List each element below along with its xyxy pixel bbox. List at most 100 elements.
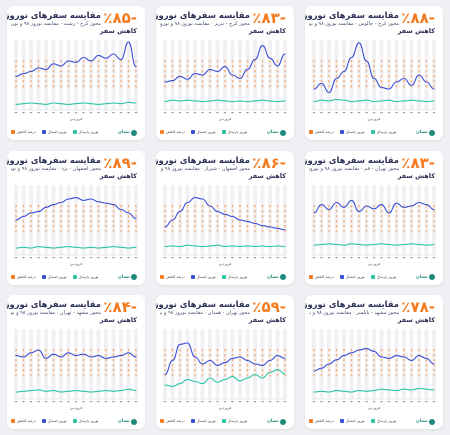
drop-dash bbox=[171, 369, 174, 372]
drop-dash bbox=[120, 75, 122, 78]
drop-dash bbox=[179, 359, 181, 362]
drop-dash bbox=[90, 80, 92, 83]
drop-dash bbox=[127, 354, 130, 357]
drop-dash bbox=[284, 75, 286, 78]
drop-dash bbox=[224, 359, 226, 362]
legend-label: نوروز پارسال bbox=[78, 130, 99, 134]
logo-text: نشان bbox=[416, 130, 428, 135]
drop-dash bbox=[418, 229, 420, 232]
drop-dash bbox=[52, 214, 55, 217]
drop-dash bbox=[201, 219, 204, 222]
drop-dash bbox=[261, 349, 264, 352]
drop-dash bbox=[164, 70, 166, 73]
drop-dash bbox=[97, 209, 100, 212]
drop-dash bbox=[90, 354, 92, 357]
drop-dash bbox=[60, 219, 62, 222]
infographic-grid: ٪۸۵- مقایسه سفرهای نوروزی محور کرج - رشت… bbox=[7, 6, 443, 429]
drop-dash bbox=[261, 374, 264, 377]
drop-dash bbox=[343, 364, 345, 367]
drop-dash bbox=[246, 80, 249, 83]
drop-dash bbox=[37, 229, 40, 232]
legend-item: درصد کاهش bbox=[11, 130, 36, 134]
drop-label: کاهش سفر bbox=[248, 316, 286, 324]
nashan-logo-icon: نشان bbox=[416, 128, 438, 137]
drop-dash bbox=[60, 349, 62, 352]
drop-dash bbox=[112, 229, 115, 232]
drop-dash bbox=[320, 60, 323, 63]
legend-swatch bbox=[72, 419, 77, 423]
legend: درصد کاهش نوروز امسال نوروز پارسال bbox=[11, 417, 121, 425]
drop-dash bbox=[30, 349, 32, 352]
drop-dash bbox=[224, 85, 226, 88]
drop-dash bbox=[269, 224, 271, 227]
drop-dash bbox=[82, 364, 85, 367]
drop-dash bbox=[30, 204, 32, 207]
drop-dash bbox=[313, 359, 315, 362]
drop-dash bbox=[335, 224, 338, 227]
drop-dash bbox=[37, 60, 40, 63]
logo-text: نشان bbox=[416, 274, 428, 280]
drop-dash bbox=[433, 219, 435, 222]
logo-text: نشان bbox=[267, 419, 279, 424]
drop-dash bbox=[246, 85, 249, 88]
drop-dash bbox=[246, 70, 249, 73]
drop-dash bbox=[269, 80, 271, 83]
drop-dash bbox=[15, 219, 17, 222]
drop-dash bbox=[164, 80, 166, 83]
series-line-last-year bbox=[313, 42, 435, 94]
x-tick bbox=[312, 401, 316, 403]
drop-dash bbox=[254, 65, 256, 68]
drop-dash bbox=[433, 209, 435, 212]
drop-dash bbox=[22, 354, 25, 357]
x-tick bbox=[253, 256, 257, 258]
drop-dash bbox=[171, 70, 174, 73]
legend-swatch bbox=[190, 274, 195, 279]
drop-dash bbox=[269, 85, 271, 88]
drop-dash bbox=[37, 374, 40, 377]
drop-dash bbox=[425, 60, 428, 63]
drop-dash bbox=[209, 209, 211, 212]
drop-dash bbox=[209, 219, 211, 222]
x-tick bbox=[171, 256, 174, 258]
drop-dash bbox=[395, 80, 398, 83]
drop-dash bbox=[373, 75, 375, 78]
drop-dash bbox=[201, 224, 204, 227]
drop-dash bbox=[37, 70, 40, 73]
drop-dash bbox=[284, 349, 286, 352]
legend: درصد کاهش نوروز امسال نوروز پارسال bbox=[160, 128, 270, 136]
legend: درصد کاهش نوروز امسال نوروز پارسال bbox=[11, 128, 121, 136]
drop-dash bbox=[45, 224, 47, 227]
drop-dash bbox=[171, 65, 174, 68]
drop-dash bbox=[335, 75, 338, 78]
drop-dash bbox=[395, 229, 398, 232]
drop-dash bbox=[186, 224, 189, 227]
drop-dash bbox=[179, 60, 181, 63]
drop-dash bbox=[276, 359, 279, 362]
drop-dash bbox=[52, 359, 55, 362]
drop-dash bbox=[186, 85, 189, 88]
chart-title: مقایسه سفرهای نوروزی bbox=[156, 154, 250, 165]
legend-item: نوروز پارسال bbox=[370, 419, 397, 423]
series-line-this-year bbox=[313, 387, 435, 393]
drop-dash bbox=[276, 364, 279, 367]
drop-label: کاهش سفر bbox=[397, 316, 435, 324]
drop-dash bbox=[350, 354, 353, 357]
drop-dash bbox=[209, 60, 211, 63]
drop-dash bbox=[52, 70, 55, 73]
x-tick bbox=[395, 401, 398, 403]
drop-dash bbox=[45, 349, 47, 352]
drop-dash bbox=[82, 75, 85, 78]
x-tick bbox=[52, 256, 55, 258]
drop-dash bbox=[201, 354, 204, 357]
nashan-logo-icon: نشان bbox=[118, 273, 140, 282]
drop-dash bbox=[82, 229, 85, 232]
x-tick bbox=[372, 401, 376, 403]
drop-dash bbox=[284, 359, 286, 362]
drop-dash bbox=[224, 369, 226, 372]
drop-dash bbox=[75, 224, 77, 227]
drop-dash bbox=[127, 75, 130, 78]
drop-dash bbox=[358, 364, 360, 367]
drop-dash bbox=[343, 219, 345, 222]
drop-dash bbox=[90, 204, 92, 207]
drop-dash bbox=[22, 349, 25, 352]
